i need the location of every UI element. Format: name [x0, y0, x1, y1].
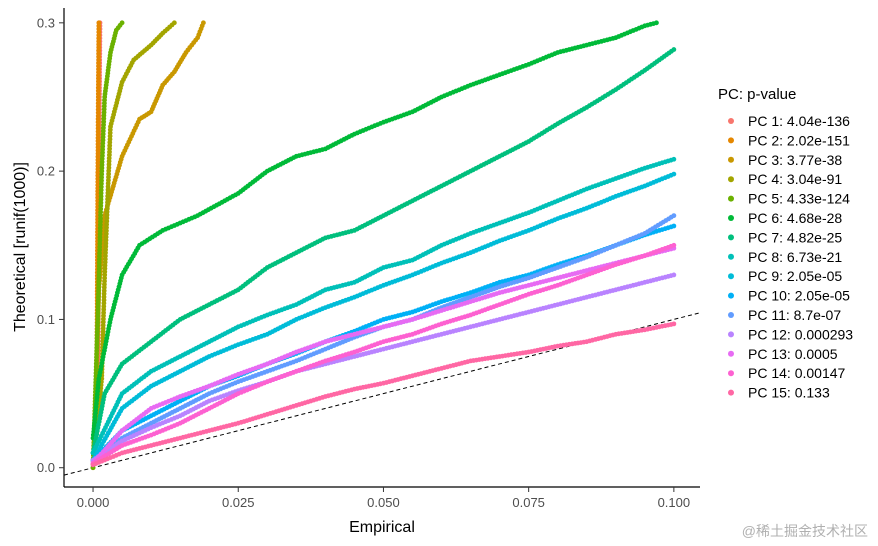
points-layer [90, 20, 677, 471]
legend-key [728, 370, 734, 377]
x-axis-ticks: 0.000 0.025 0.050 0.075 0.100 [77, 487, 690, 510]
legend-key [728, 292, 734, 299]
legend-label: PC 7: 4.82e-25 [748, 229, 842, 245]
x-tick-label: 0.050 [367, 495, 400, 510]
data-point [671, 213, 677, 219]
legend-label: PC 9: 2.05e-05 [748, 268, 842, 284]
legend-label: PC 5: 4.33e-124 [748, 191, 850, 207]
y-axis-title: Theoretical [runif(1000)] [12, 162, 29, 332]
x-axis-title: Empirical [349, 519, 415, 536]
legend-label: PC 12: 0.000293 [748, 326, 853, 342]
legend-key [728, 234, 734, 241]
legend-label: PC 2: 2.02e-151 [748, 132, 850, 148]
legend-label: PC 1: 4.04e-136 [748, 113, 850, 129]
legend-label: PC 6: 4.68e-28 [748, 210, 842, 226]
data-point [671, 272, 677, 278]
legend-label: PC 15: 0.133 [748, 385, 830, 401]
data-point [171, 20, 177, 26]
series-14 [90, 242, 677, 466]
plot-area [63, 20, 701, 476]
legend-label: PC 13: 0.0005 [748, 346, 838, 362]
legend-key [728, 389, 734, 396]
legend-key [728, 215, 734, 221]
data-point [671, 223, 677, 229]
legend-key [728, 350, 734, 357]
data-point [671, 156, 677, 162]
watermark: @稀土掘金技术社区 [742, 523, 868, 539]
legend-label: PC 8: 6.73e-21 [748, 249, 842, 265]
legend-key [728, 312, 734, 318]
legend-key [728, 137, 734, 144]
data-point [671, 321, 677, 327]
data-point [671, 171, 677, 177]
legend-key [728, 176, 734, 183]
data-point [96, 20, 102, 26]
legend-label: PC 10: 2.05e-05 [748, 288, 850, 304]
legend-key [728, 331, 734, 338]
y-tick-label: 0.2 [37, 164, 55, 179]
series-15 [90, 321, 677, 468]
data-point [654, 20, 659, 26]
legend-label: PC 14: 0.00147 [748, 365, 846, 381]
legend-key [728, 156, 734, 163]
legend: PC: p-value PC 1: 4.04e-136 PC 2: 2.02e-1… [718, 86, 853, 401]
legend-key [728, 253, 734, 260]
data-point [119, 20, 125, 26]
series-12 [90, 272, 677, 463]
y-tick-label: 0.3 [37, 15, 55, 30]
y-tick-label: 0.1 [37, 312, 55, 327]
series-8 [90, 156, 677, 456]
legend-label: PC 3: 3.77e-38 [748, 152, 842, 168]
data-point [200, 20, 206, 26]
legend-key [728, 118, 734, 124]
x-tick-label: 0.075 [512, 495, 545, 510]
data-point [671, 242, 677, 248]
data-point [671, 47, 677, 52]
legend-key [728, 273, 734, 280]
x-tick-label: 0.025 [222, 495, 255, 510]
legend-label: PC 4: 3.04e-91 [748, 171, 842, 187]
series-6 [90, 20, 659, 441]
legend-label: PC 11: 8.7e-07 [748, 307, 841, 323]
y-tick-label: 0.0 [37, 460, 55, 475]
legend-title: PC: p-value [718, 86, 796, 103]
x-tick-label: 0.000 [77, 495, 110, 510]
x-tick-label: 0.100 [658, 495, 691, 510]
series-9 [90, 171, 677, 463]
series-7 [90, 47, 677, 456]
legend-key [728, 195, 734, 202]
y-axis-ticks: 0.0 0.1 0.2 0.3 [37, 15, 64, 475]
